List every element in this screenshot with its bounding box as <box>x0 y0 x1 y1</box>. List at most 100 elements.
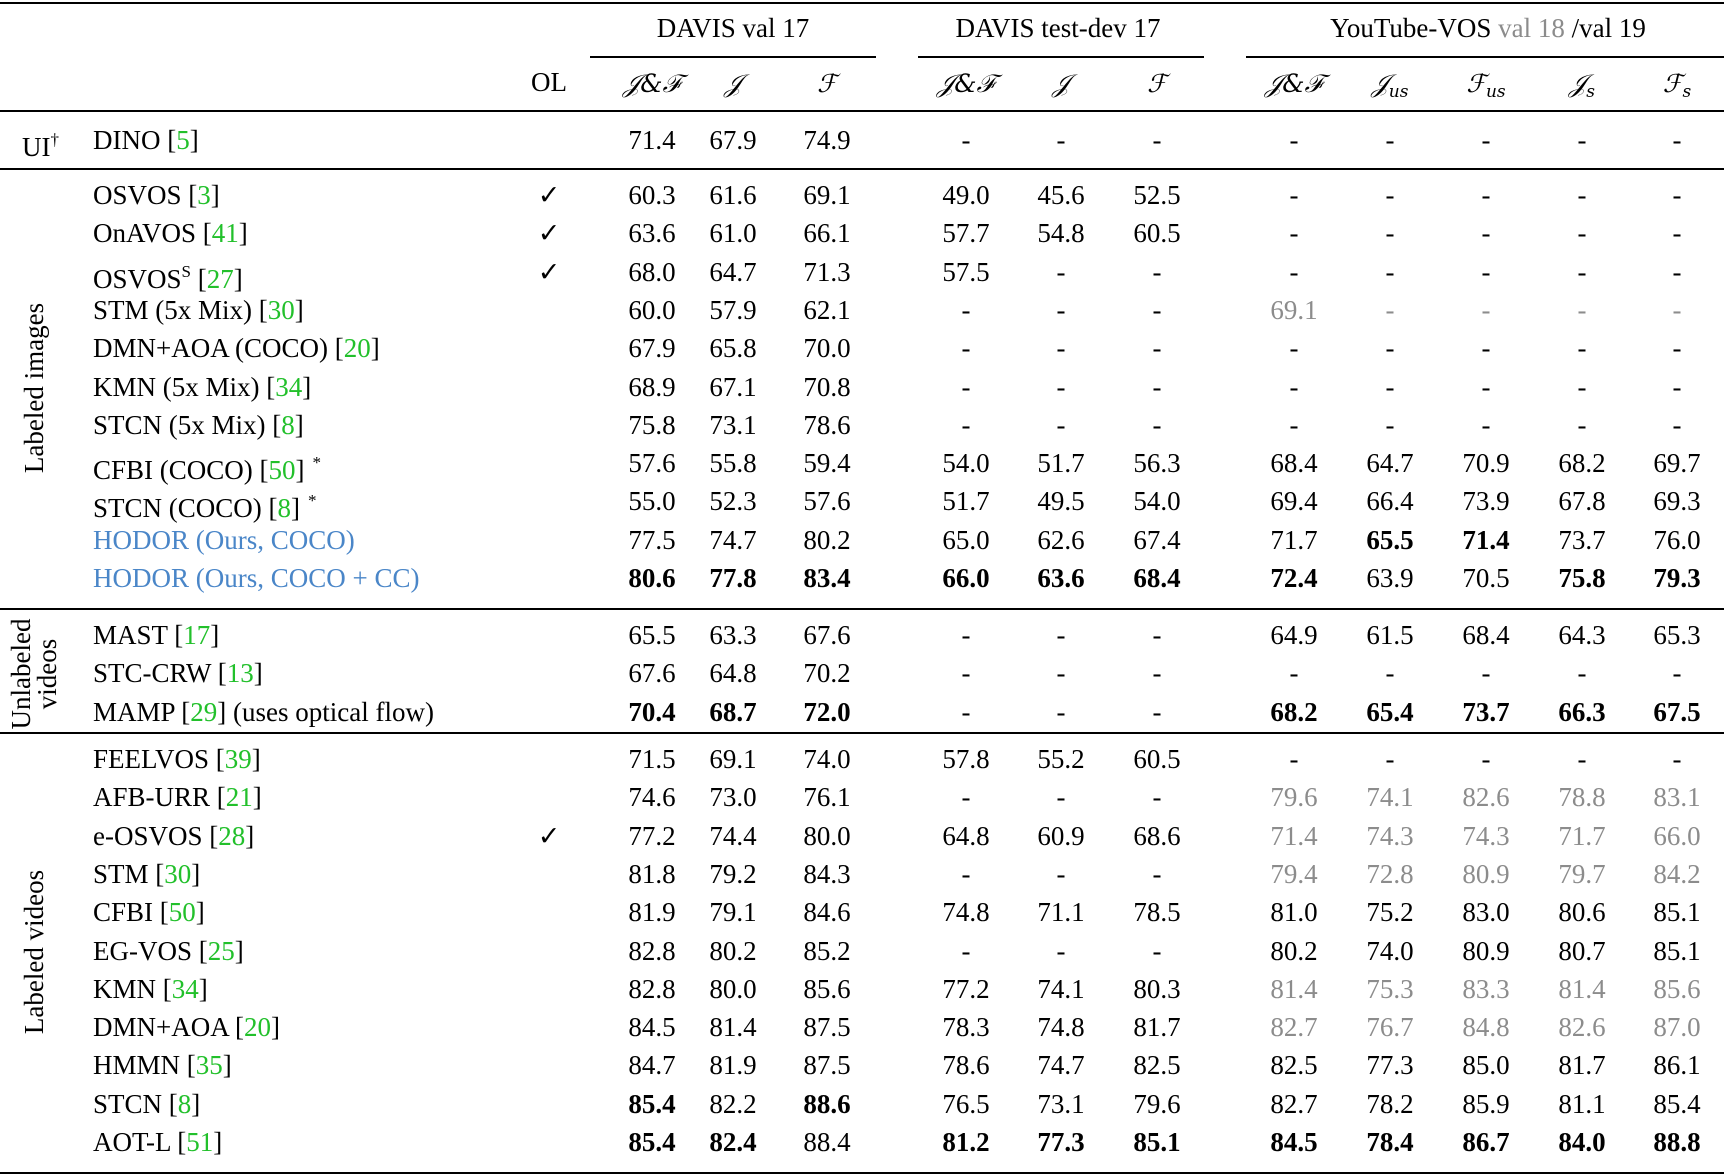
value-cell-yt-2: 73.9 <box>1462 486 1510 517</box>
value-cell-yt-0: - <box>1289 125 1299 155</box>
citation-link[interactable]: 29 <box>190 696 218 727</box>
method-suffix: (uses optical flow) <box>226 696 434 727</box>
col-header-yt-4: ℱs <box>1663 68 1691 108</box>
value-cell-dt-1: - <box>1056 935 1066 966</box>
citation-link[interactable]: 20 <box>343 333 371 364</box>
value-cell-yt-0: 71.7 <box>1270 524 1318 555</box>
value-cell-dv-1: 82.4 <box>709 1127 757 1157</box>
value-cell-yt-1: - <box>1385 218 1395 249</box>
citation-link[interactable]: 34 <box>171 973 199 1004</box>
method-name: MAST [17] <box>93 620 220 650</box>
value-cell-yt-1: - <box>1385 180 1395 210</box>
group-label-labeled-videos: Labeled videos <box>19 869 49 1034</box>
citation-link[interactable]: 3 <box>197 180 211 210</box>
value-cell-yt-2: 86.7 <box>1462 1127 1510 1157</box>
value-cell-yt-1: - <box>1385 371 1395 402</box>
citation-link[interactable]: 21 <box>225 782 253 813</box>
citation-link[interactable]: 28 <box>218 820 246 851</box>
method-name-text: DINO <box>93 125 161 155</box>
value-cell-dt-0: 74.8 <box>942 897 990 928</box>
value-cell-dt-0: 57.8 <box>942 744 990 774</box>
value-cell-dt-0: 66.0 <box>942 563 990 593</box>
col-header-ol: OL <box>531 67 567 97</box>
citation-link[interactable]: 30 <box>267 294 295 325</box>
method-name-text: EG-VOS <box>93 935 192 966</box>
value-cell-dv-2: 84.3 <box>803 858 851 889</box>
citation-link[interactable]: 27 <box>206 263 234 294</box>
method-name: HODOR (Ours, COCO + CC) <box>93 562 420 594</box>
value-cell-dv-2: 80.0 <box>803 820 851 851</box>
value-cell-yt-3: 81.1 <box>1558 1088 1606 1119</box>
value-cell-dt-1: - <box>1056 125 1066 155</box>
value-cell-dv-0: 75.8 <box>628 409 676 440</box>
value-cell-yt-2: - <box>1481 218 1491 249</box>
group-separator-rule <box>0 168 1724 170</box>
citation-link[interactable]: 25 <box>207 935 235 966</box>
method-name-text: STC-CRW <box>93 658 212 689</box>
method-name: OSVOS [3] <box>93 180 220 210</box>
value-cell-dv-0: 82.8 <box>628 973 676 1004</box>
citation-link[interactable]: 51 <box>186 1127 214 1157</box>
value-cell-yt-3: 71.7 <box>1558 820 1606 851</box>
col-header-dv-1: 𝒥 <box>724 69 742 98</box>
value-cell-yt-3: 82.6 <box>1558 1012 1606 1043</box>
citation-link[interactable]: 8 <box>281 409 295 440</box>
value-cell-dt-1: - <box>1056 371 1066 402</box>
value-cell-yt-4: 86.1 <box>1653 1050 1701 1081</box>
value-cell-dt-1: 74.1 <box>1037 973 1085 1004</box>
value-cell-yt-2: - <box>1481 294 1491 325</box>
citation-link[interactable]: 39 <box>224 744 252 774</box>
value-cell-dt-1: - <box>1056 620 1066 650</box>
value-cell-dv-0: 68.0 <box>628 256 676 287</box>
citation-link[interactable]: 34 <box>275 371 303 402</box>
citation-link[interactable]: 8 <box>277 493 292 524</box>
value-cell-yt-3: 78.8 <box>1558 782 1606 813</box>
citation-link[interactable]: 50 <box>268 455 296 486</box>
value-cell-yt-4: - <box>1672 744 1682 774</box>
citation-link[interactable]: 20 <box>244 1012 271 1043</box>
value-cell-yt-3: 64.3 <box>1558 620 1606 650</box>
citation-link[interactable]: 50 <box>168 897 196 928</box>
value-cell-yt-3: - <box>1577 658 1587 689</box>
value-cell-yt-4: - <box>1672 125 1682 155</box>
value-cell-dv-0: 71.5 <box>628 744 676 774</box>
value-cell-yt-1: 63.9 <box>1366 563 1414 593</box>
group-label-ui-dagger: † <box>50 130 60 149</box>
citation-link[interactable]: 13 <box>226 658 254 689</box>
method-name-text: MAST <box>93 620 168 650</box>
method-name-text: AOT-L <box>93 1127 171 1157</box>
method-name-text: OSVOS <box>93 263 182 294</box>
value-cell-yt-2: - <box>1481 256 1491 287</box>
citation-link[interactable]: 30 <box>164 858 192 889</box>
citation-link[interactable]: 5 <box>176 125 190 155</box>
citation-link[interactable]: 8 <box>177 1088 192 1119</box>
value-cell-dt-0: - <box>961 333 971 364</box>
value-cell-yt-1: - <box>1385 744 1395 774</box>
value-cell-dt-2: 52.5 <box>1133 180 1181 210</box>
col-header-yt-3: 𝒥s <box>1569 68 1595 108</box>
value-cell-dv-1: 79.1 <box>709 897 757 928</box>
citation-link[interactable]: 35 <box>195 1050 223 1081</box>
citation-link[interactable]: 41 <box>211 218 239 249</box>
value-cell-yt-0: 82.7 <box>1270 1088 1318 1119</box>
value-cell-dv-2: 74.0 <box>803 744 851 774</box>
method-name-text: AFB-URR <box>93 782 211 813</box>
value-cell-yt-3: 66.3 <box>1558 696 1606 727</box>
value-cell-dt-0: - <box>961 294 971 325</box>
value-cell-dt-0: - <box>961 935 971 966</box>
group-label-ui: UI† <box>22 124 59 163</box>
method-name: DMN+AOA (COCO) [20] <box>93 333 380 364</box>
citation-link[interactable]: 17 <box>183 620 211 650</box>
value-cell-dt-1: - <box>1056 409 1066 440</box>
value-cell-dv-0: 85.4 <box>628 1127 676 1157</box>
value-cell-dt-1: - <box>1056 294 1066 325</box>
col-header-yt-1-sub: us <box>1388 82 1409 102</box>
value-cell-dv-2: 71.3 <box>803 256 851 287</box>
value-cell-yt-0: 82.5 <box>1270 1050 1318 1081</box>
value-cell-yt-3: - <box>1577 218 1587 249</box>
value-cell-dt-1: - <box>1056 658 1066 689</box>
value-cell-yt-0: 68.2 <box>1270 696 1318 727</box>
value-cell-yt-4: 88.8 <box>1653 1127 1701 1157</box>
value-cell-yt-1: 65.5 <box>1366 524 1414 555</box>
value-cell-dv-2: 84.6 <box>803 897 851 928</box>
